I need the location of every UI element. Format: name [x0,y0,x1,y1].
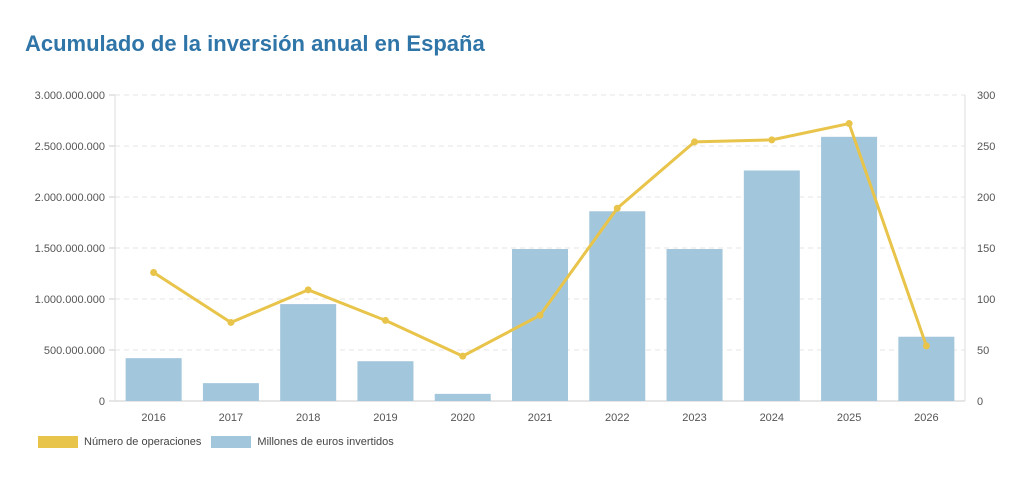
x-tick-label: 2018 [296,412,320,424]
right-y-tick-label: 0 [977,396,983,408]
bar-2017 [202,383,259,401]
x-tick-label: 2025 [837,412,861,424]
x-tick-label: 2016 [141,412,165,424]
x-tick-label: 2021 [528,412,552,424]
legend-label: Número de operaciones [84,436,202,448]
x-tick-label: 2026 [914,412,938,424]
right-y-tick-label: 300 [977,90,995,102]
operaciones-point-2017 [227,318,235,326]
left-y-tick-label: 0 [99,396,105,408]
legend-swatch-bar [211,436,252,448]
legend-item-operaciones[interactable]: Número de operaciones [38,436,201,448]
bar-2024 [743,170,800,401]
left-y-tick-label: 2.500.000.000 [35,141,105,153]
left-y-tick-label: 500.000.000 [44,345,105,357]
legend-swatch-line [38,436,78,448]
right-y-tick-label: 150 [977,243,995,255]
x-tick-label: 2023 [682,412,706,424]
x-tick-label: 2022 [605,412,629,424]
x-tick-label: 2017 [219,412,243,424]
right-y-tick-label: 250 [977,141,995,153]
bar-2023 [666,249,723,401]
operaciones-point-2016 [150,268,158,276]
left-y-tick-label: 2.000.000.000 [35,192,105,204]
operaciones-point-2021 [536,311,544,319]
right-y-tick-label: 50 [977,345,989,357]
operaciones-point-2026 [922,342,930,350]
left-y-tick-label: 1.500.000.000 [35,243,105,255]
right-y-tick-label: 100 [977,294,995,306]
bar-2016 [125,358,182,401]
legend-item-millones[interactable]: Millones de euros invertidos [211,436,394,448]
operaciones-point-2022 [613,204,621,212]
operaciones-point-2023 [691,138,699,146]
x-tick-label: 2024 [760,412,784,424]
operaciones-point-2020 [459,352,467,360]
legend-label: Millones de euros invertidos [257,436,394,448]
chart-title: Acumulado de la inversión anual en Españ… [25,31,485,56]
operaciones-point-2024 [768,136,776,144]
bar-2022 [589,211,646,401]
operaciones-point-2019 [381,316,389,324]
x-tick-label: 2019 [373,412,397,424]
operaciones-point-2018 [304,286,312,294]
left-y-tick-label: 1.000.000.000 [35,294,105,306]
x-tick-label: 2020 [450,412,474,424]
operaciones-point-2025 [845,120,853,128]
bar-2019 [357,361,414,401]
legend: Número de operaciones Millones de euros … [38,436,394,448]
bar-2018 [280,304,337,401]
bar-2020 [434,393,491,401]
left-y-tick-label: 3.000.000.000 [35,90,105,102]
right-y-tick-label: 200 [977,192,995,204]
